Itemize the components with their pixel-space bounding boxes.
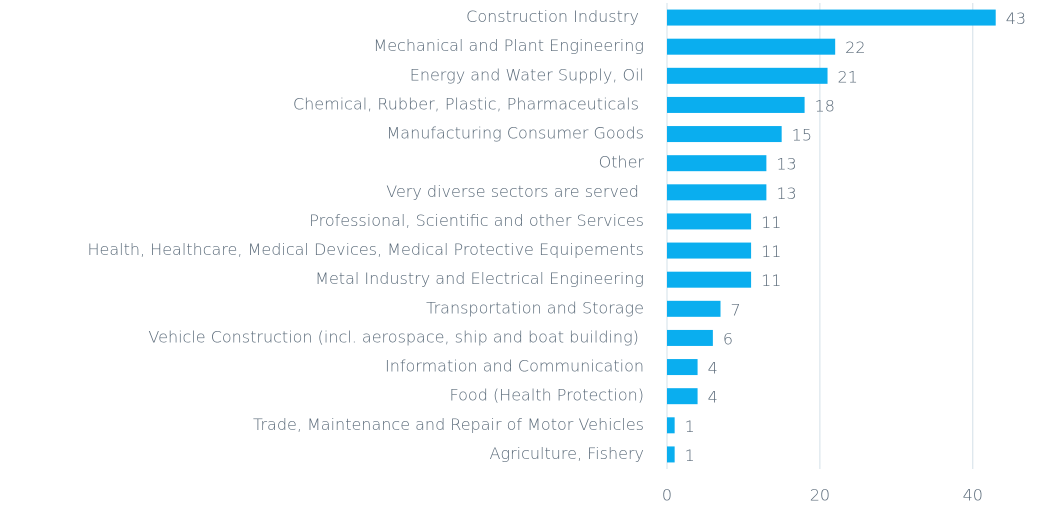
bar [667,184,767,201]
bar [667,213,752,230]
data-label: 43 [1006,9,1026,28]
bar [667,67,828,84]
bar [667,38,836,55]
x-tick-label: 20 [810,486,830,505]
bar [667,271,752,288]
y-tick-label: Trade, Maintenance and Repair of Motor V… [253,415,644,434]
bar [667,329,713,346]
data-label: 11 [761,271,781,290]
data-label: 1 [685,446,695,465]
y-tick-label: Mechanical and Plant Engineering [373,36,644,55]
y-tick-label: Transportation and Storage [426,298,644,317]
bar [667,446,675,463]
x-tick-label: 40 [963,486,983,505]
x-tick-label: 0 [662,486,672,505]
y-tick-label: Vehicle Construction (incl. aerospace, s… [148,327,644,346]
data-label: 13 [776,155,796,174]
y-tick-label: Metal Industry and Electrical Engineerin… [315,269,644,288]
y-tick-label: Information and Communication [385,357,644,376]
bar [667,388,698,405]
data-label: 4 [708,359,718,378]
bar [667,9,996,26]
y-tick-label: Manufacturing Consumer Goods [386,124,644,143]
data-label: 15 [792,126,812,145]
data-label: 7 [731,300,741,319]
bar [667,300,721,317]
y-tick-label: Food (Health Protection) [449,386,644,405]
y-tick-label: Agriculture, Fishery [490,444,644,463]
y-tick-label: Very diverse sectors are served [386,182,644,201]
bar [667,96,805,113]
y-tick-label: Other [599,153,645,172]
y-tick-label: Energy and Water Supply, Oil [410,65,644,84]
data-label: 13 [776,184,796,203]
data-label: 6 [723,329,733,348]
data-label: 11 [761,213,781,232]
data-label: 22 [845,38,865,57]
y-tick-label: Chemical, Rubber, Plastic, Pharmaceutica… [293,94,644,113]
data-label: 21 [838,67,858,86]
data-label: 11 [761,242,781,261]
bar [667,242,752,259]
y-tick-label: Health, Healthcare, Medical Devices, Med… [87,240,644,259]
data-label: 18 [815,96,835,115]
bar [667,359,698,376]
y-tick-label: Professional, Scientific and other Servi… [309,211,644,230]
bar [667,126,782,143]
data-label: 1 [685,417,695,436]
y-tick-label: Construction Industry [466,7,644,26]
bar [667,417,675,434]
data-label: 4 [708,388,718,407]
bar [667,155,767,172]
